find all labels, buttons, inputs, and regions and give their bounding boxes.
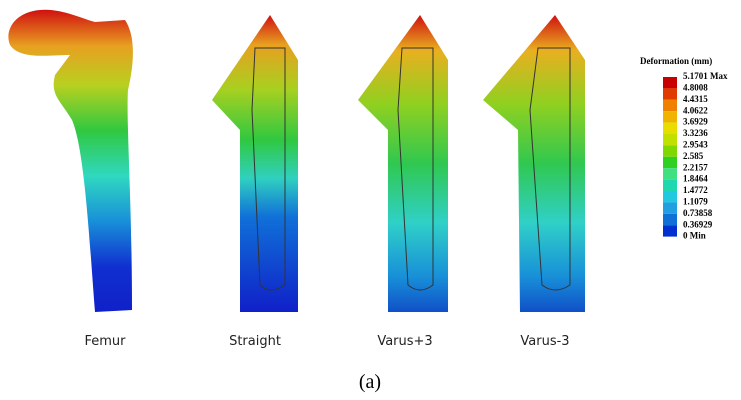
legend-label: 4.8008: [683, 82, 708, 92]
captions: Femur Straight Varus+3 Varus-3: [84, 334, 569, 349]
legend-swatch: [663, 145, 677, 157]
legend-label: 2.585: [683, 151, 704, 161]
varus-plus-3-model: [358, 15, 448, 312]
legend-swatch: [663, 213, 677, 226]
legend-label: 4.4315: [683, 94, 708, 104]
legend-swatch: [663, 168, 677, 180]
legend-swatch: [663, 99, 677, 112]
legend-swatch: [663, 77, 677, 89]
legend-swatch: [663, 179, 677, 191]
legend-label: 0 Min: [683, 231, 706, 241]
legend-label: 3.3236: [683, 128, 708, 138]
legend-label: 2.9543: [683, 139, 708, 149]
legend-label: 1.1079: [683, 196, 708, 206]
legend-swatch: [663, 111, 677, 123]
legend-swatch: [663, 134, 677, 146]
legend-label: 0.36929: [683, 219, 713, 229]
legend-label: 4.0622: [683, 105, 708, 115]
legend-title: Deformation (mm): [640, 56, 712, 66]
legend-swatch: [663, 191, 677, 203]
caption: Varus+3: [377, 334, 432, 349]
caption: Femur: [84, 334, 126, 349]
legend-label: 1.8464: [683, 174, 708, 184]
figure-label: (a): [359, 371, 381, 393]
legend-label: 5.1701 Max: [683, 71, 728, 81]
legend-label: 2.2157: [683, 162, 708, 172]
varus-minus-3-model: [483, 15, 585, 312]
caption: Straight: [229, 334, 281, 349]
legend-label: 0.73858: [683, 208, 713, 218]
legend-swatch: [663, 122, 677, 134]
femur-model: [8, 9, 133, 312]
legend-swatch: [663, 202, 677, 214]
caption: Varus-3: [520, 334, 569, 349]
legend-label: 1.4772: [683, 185, 708, 195]
legend-label: 3.6929: [683, 117, 708, 127]
legend-swatch: [663, 88, 677, 100]
legend-swatch: [663, 156, 677, 169]
straight-model: [212, 15, 298, 312]
legend-swatch: [663, 225, 677, 237]
